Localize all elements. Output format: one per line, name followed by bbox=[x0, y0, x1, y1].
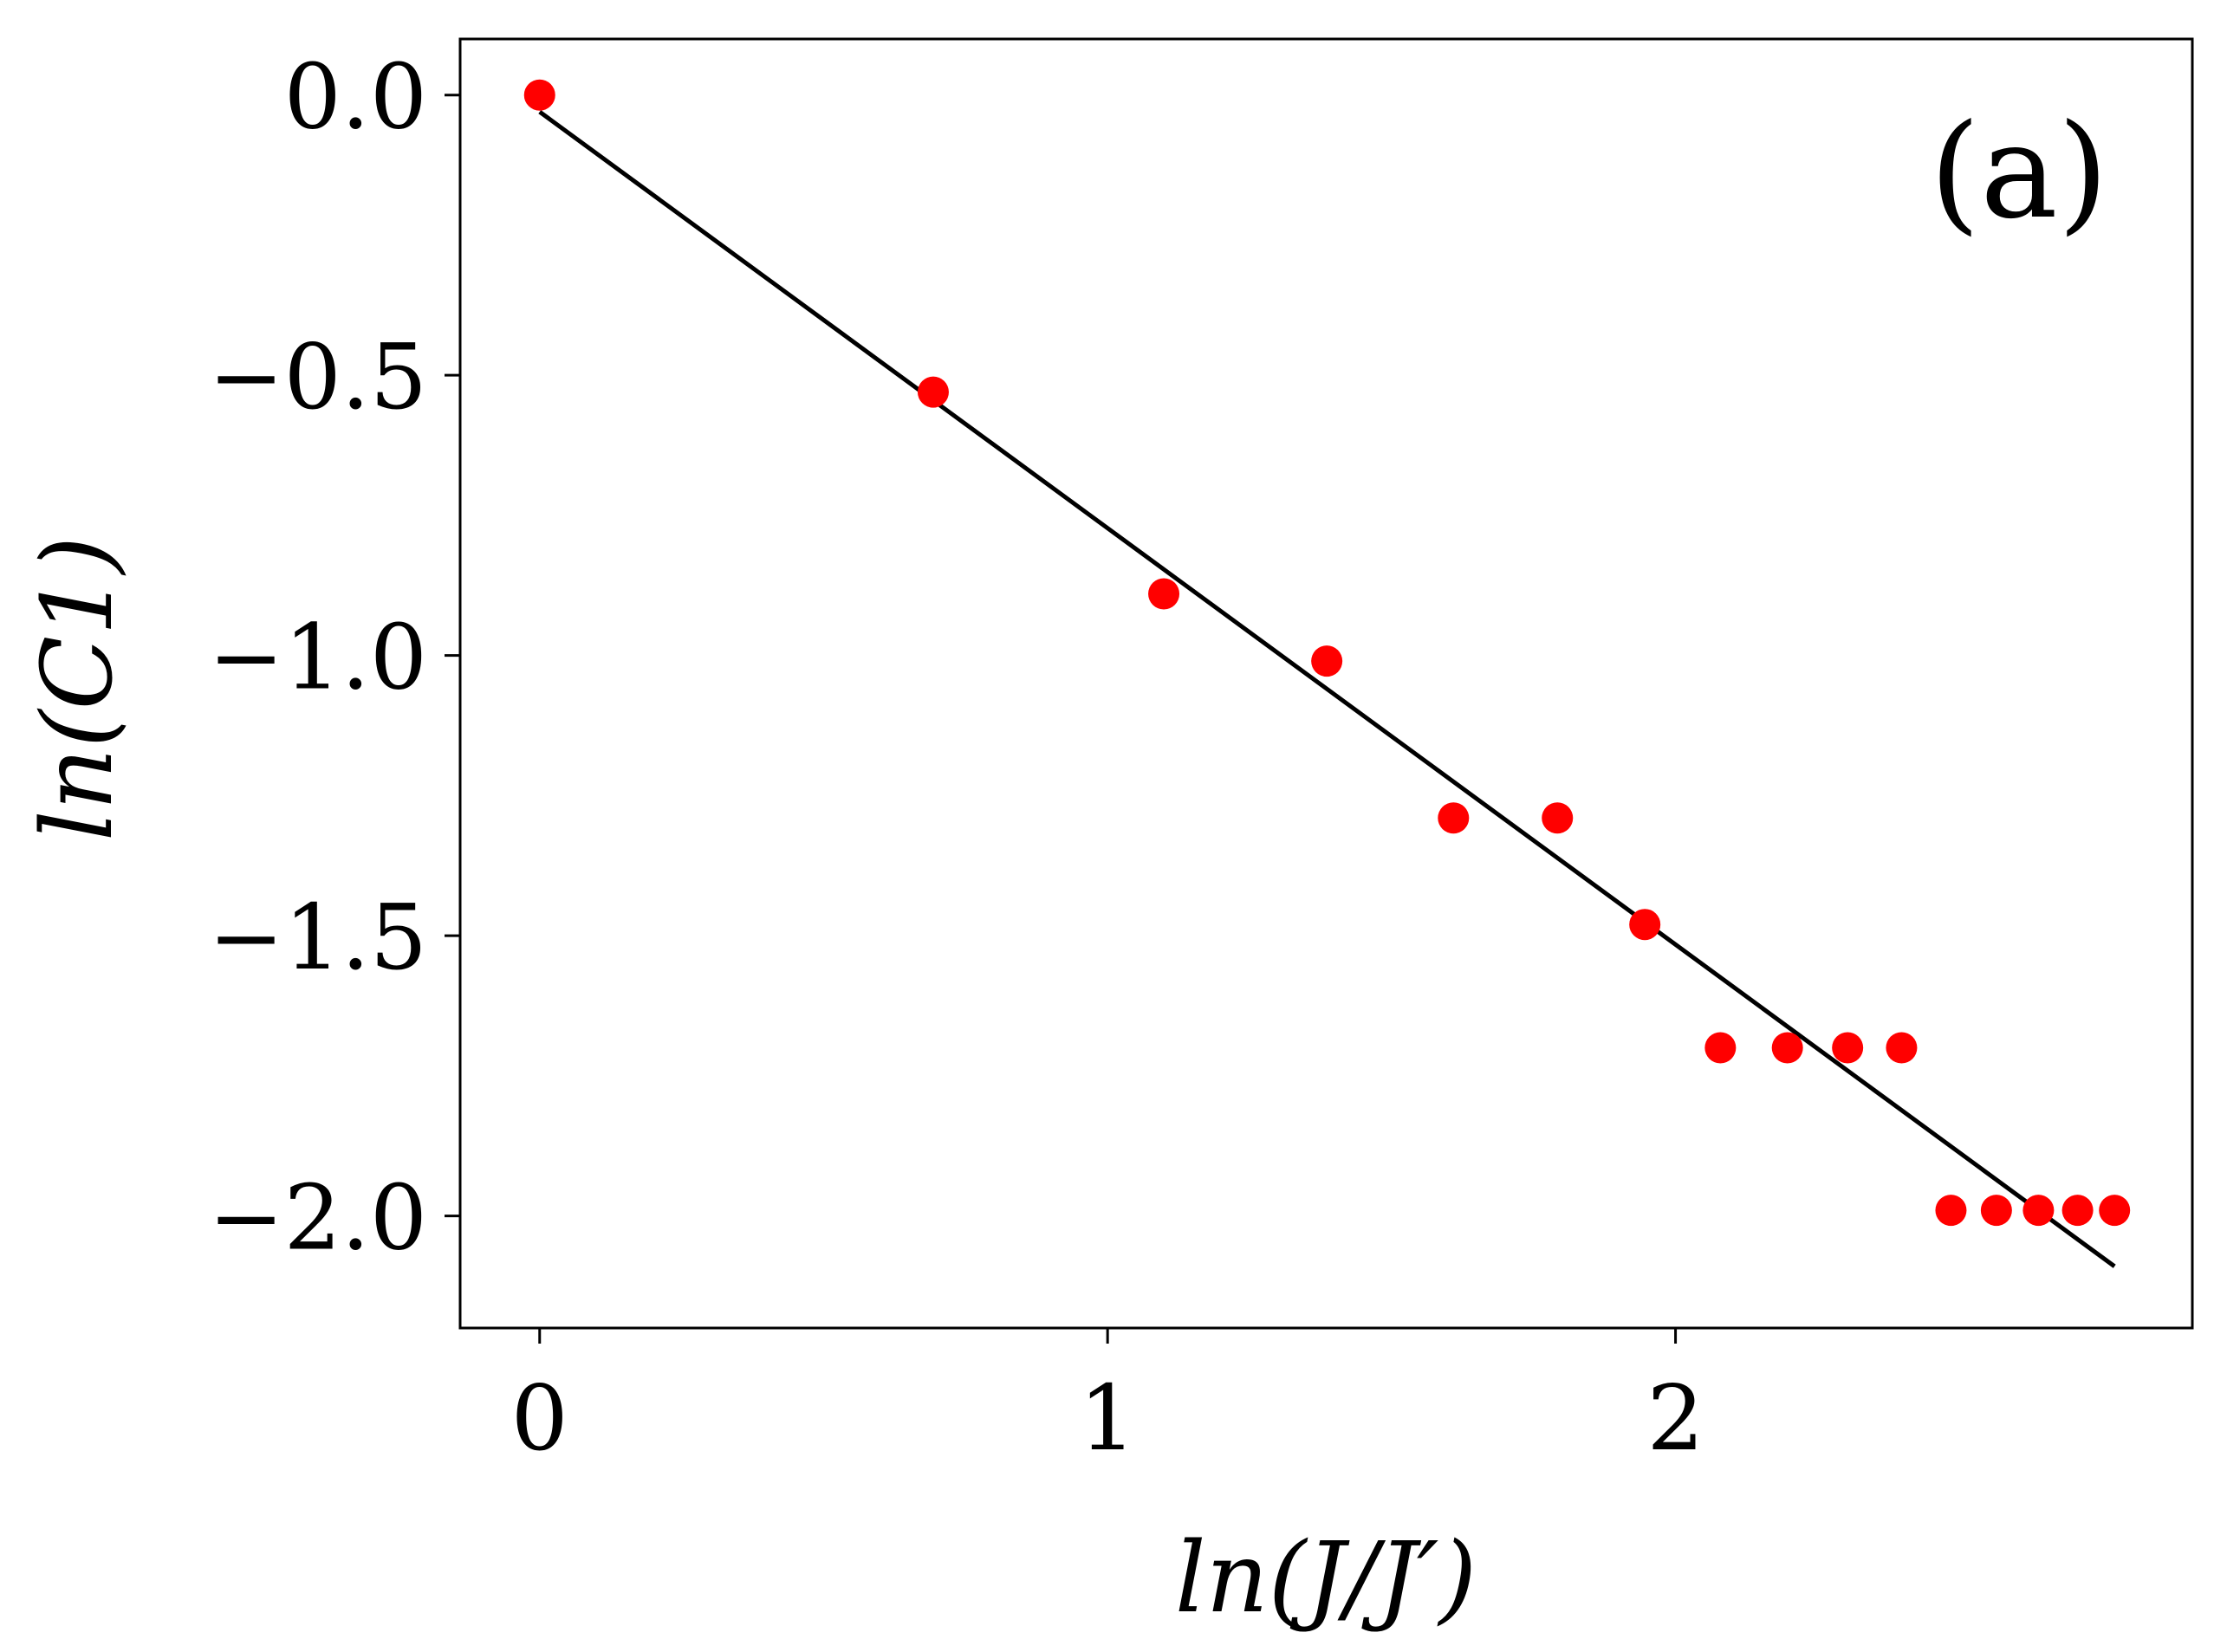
series-layer bbox=[523, 79, 2131, 1268]
x-tick-label-2: 2 bbox=[1646, 1365, 1704, 1471]
y-tick-label-1: −0.5 bbox=[208, 324, 427, 430]
data-point-0 bbox=[523, 79, 555, 111]
data-point-3 bbox=[1311, 645, 1343, 677]
y-tick-label-3: −1.5 bbox=[208, 884, 427, 990]
data-point-1 bbox=[917, 376, 949, 408]
y-axis-label: ln(C1) bbox=[22, 536, 134, 841]
data-point-14 bbox=[2061, 1195, 2094, 1227]
data-point-13 bbox=[2022, 1195, 2055, 1227]
data-point-7 bbox=[1704, 1032, 1737, 1064]
x-axis-ticks: 0 1 2 bbox=[511, 1328, 1704, 1471]
data-point-10 bbox=[1886, 1032, 1918, 1064]
data-point-8 bbox=[1771, 1032, 1803, 1064]
y-tick-label-0: 0.0 bbox=[284, 44, 427, 150]
data-point-9 bbox=[1832, 1032, 1864, 1064]
x-tick-label-0: 0 bbox=[511, 1365, 568, 1471]
data-point-12 bbox=[1980, 1195, 2012, 1227]
fit-line bbox=[538, 110, 2116, 1268]
data-point-15 bbox=[2099, 1195, 2131, 1227]
data-point-11 bbox=[1935, 1195, 1967, 1227]
y-axis-ticks: 0.0 −0.5 −1.0 −1.5 −2.0 bbox=[208, 44, 460, 1271]
data-point-2 bbox=[1148, 578, 1180, 610]
data-point-6 bbox=[1629, 909, 1661, 941]
plot-frame bbox=[458, 37, 2194, 1330]
y-tick-label-2: −1.0 bbox=[208, 605, 427, 710]
data-point-4 bbox=[1438, 802, 1470, 834]
x-tick-label-1: 1 bbox=[1079, 1365, 1136, 1471]
panel-label: (a) bbox=[1930, 97, 2108, 248]
x-axis-label: ln(J/J′) bbox=[1175, 1522, 1477, 1635]
data-point-5 bbox=[1542, 802, 1574, 834]
y-tick-label-4: −2.0 bbox=[208, 1165, 427, 1271]
